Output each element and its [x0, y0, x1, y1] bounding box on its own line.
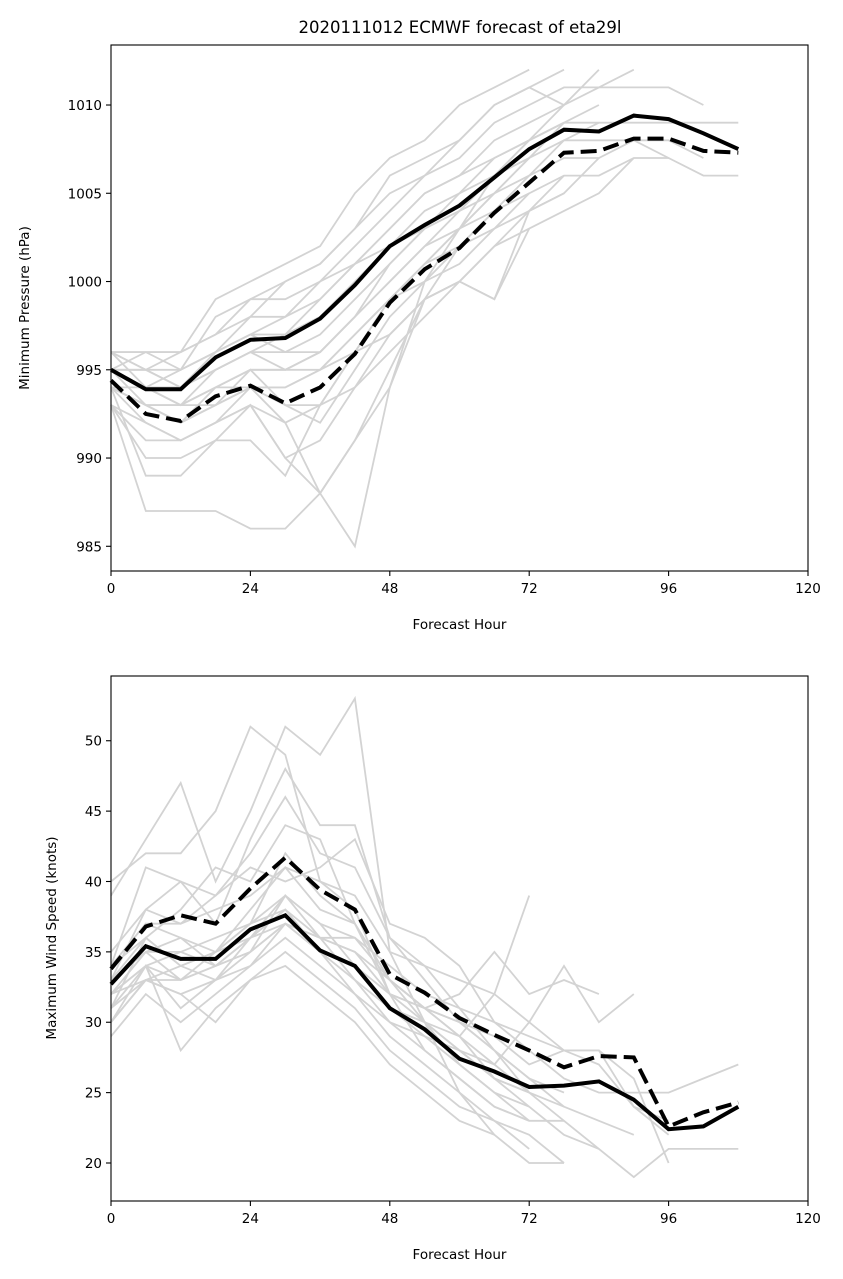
pressure-x-tick-label: 96 — [660, 581, 677, 597]
pressure-ensemble-member-line — [110, 210, 496, 478]
pressure-y-tick-label: 990 — [76, 451, 102, 467]
wind-y-tick-label: 45 — [85, 804, 102, 820]
wind-x-tick-label: 48 — [381, 1211, 398, 1227]
pressure-x-tick-label: 72 — [521, 581, 538, 597]
pressure-ensemble-member-line — [110, 121, 565, 389]
wind-x-tick-label: 24 — [242, 1211, 259, 1227]
pressure-x-tick-label: 48 — [381, 581, 398, 597]
pressure-ensemble-member-line — [110, 104, 565, 549]
pressure-ensemble-member-line — [110, 157, 635, 424]
wind-ensemble-member-line — [110, 894, 635, 1136]
pressure-y-tick-label: 985 — [76, 539, 102, 555]
wind-ensemble-member-line — [110, 936, 565, 1164]
pressure-y-tick-label: 1005 — [68, 186, 102, 202]
wind-x-tick-label: 0 — [107, 1211, 116, 1227]
wind-ensemble-member-line — [110, 908, 600, 1150]
wind-ensemble-member-line — [110, 865, 600, 1010]
pressure-ensemble-member-line — [110, 157, 669, 424]
wind-ensemble-member-line — [110, 866, 565, 1094]
pressure-x-axis-label: Forecast Hour — [413, 617, 507, 633]
pressure-y-axis-label: Minimum Pressure (hPa) — [17, 226, 33, 390]
chart-title: 2020111012 ECMWF forecast of eta29l — [299, 18, 622, 37]
pressure-y-tick-label: 1010 — [68, 98, 102, 114]
wind-ensemble-member-line — [110, 851, 565, 1108]
wind-y-tick-label: 50 — [85, 734, 102, 750]
wind-ensemble-member-line — [110, 894, 530, 1122]
wind-x-axis-label: Forecast Hour — [413, 1247, 507, 1263]
wind-y-tick-label: 30 — [85, 1015, 102, 1031]
pressure-y-tick-label: 1000 — [68, 275, 102, 291]
wind-y-tick-label: 25 — [85, 1086, 102, 1102]
wind-ensemble-member-line — [110, 795, 670, 1136]
wind-deterministic-line — [109, 912, 740, 1132]
pressure-ensemble-member-line — [110, 228, 531, 496]
wind-axes-frame — [110, 675, 809, 1202]
pressure-x-tick-label: 0 — [107, 581, 116, 597]
wind-x-tick-label: 120 — [795, 1211, 821, 1227]
wind-x-tick-label: 96 — [660, 1211, 677, 1227]
wind-ensemble-member-line — [110, 964, 564, 1164]
pressure-plot: 2020111012 ECMWF forecast of eta29l 0 24 4… — [17, 18, 821, 633]
wind-y-axis-label: Maximum Wind Speed (knots) — [44, 836, 60, 1039]
pressure-axes-frame — [110, 44, 809, 572]
wind-ensemble-member-line — [110, 922, 564, 1122]
wind-ensemble-member-line — [110, 950, 530, 1150]
wind-x-tick-label: 72 — [521, 1211, 538, 1227]
pressure-x-tick-label: 24 — [242, 581, 259, 597]
wind-y-tick-label: 40 — [85, 874, 102, 890]
pressure-deterministic-line — [110, 113, 740, 392]
pressure-ensemble-member-line — [110, 104, 600, 389]
wind-ensemble-mean-line — [109, 854, 739, 1129]
pressure-ensemble-member-line — [110, 121, 739, 371]
wind-y-tick-label: 35 — [85, 945, 102, 961]
wind-plot: 0 24 48 72 96 120 20 25 30 35 40 45 50 Forecast Hour… — [44, 675, 821, 1263]
pressure-ensemble-member-line — [110, 192, 565, 460]
pressure-x-tick-label: 120 — [795, 581, 821, 597]
pressure-ensemble-member-line — [111, 68, 530, 354]
wind-y-tick-label: 20 — [85, 1156, 102, 1172]
pressure-ensemble-mean-line — [109, 136, 739, 424]
pressure-y-tick-label: 995 — [76, 363, 102, 379]
pressure-ensemble-member-line — [110, 157, 600, 407]
